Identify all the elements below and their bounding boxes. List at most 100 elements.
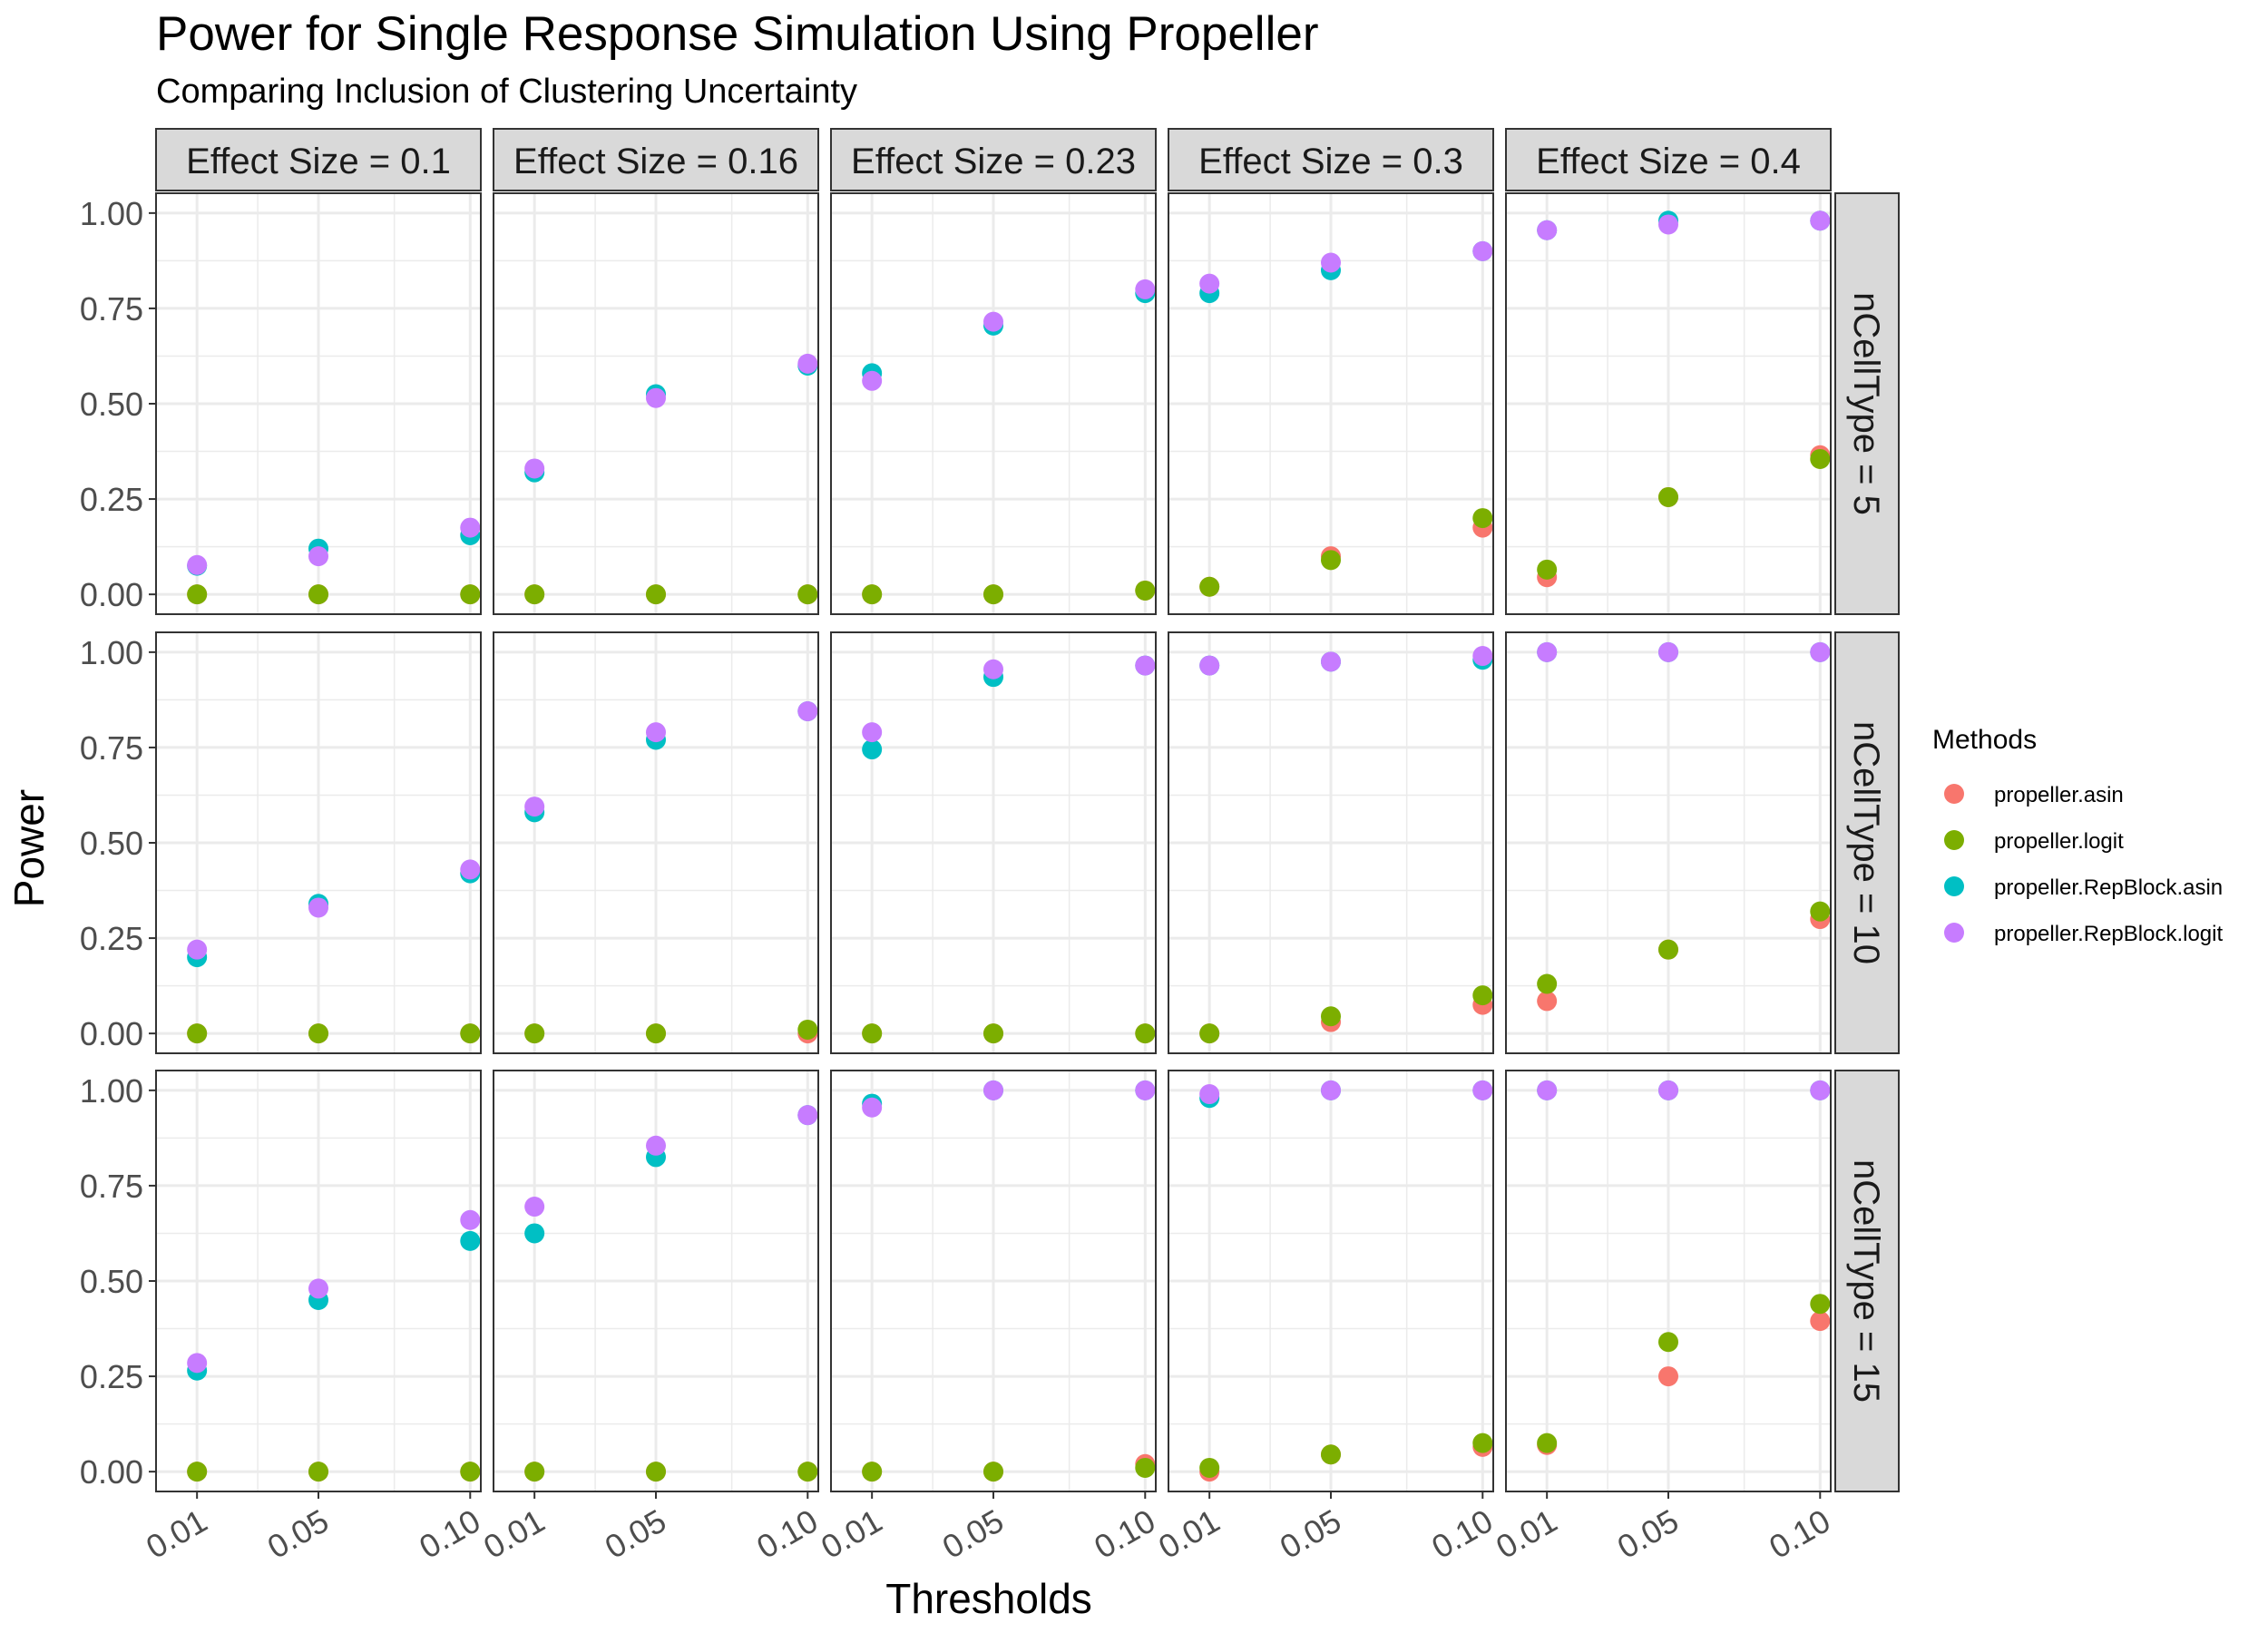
column-strip-background bbox=[155, 128, 482, 191]
data-point bbox=[1321, 252, 1341, 273]
y-tick-label: 1.00 bbox=[80, 195, 143, 232]
data-point bbox=[460, 1209, 481, 1230]
data-point bbox=[308, 546, 328, 567]
facet-panel bbox=[1505, 631, 1832, 1054]
facet-panel bbox=[493, 192, 819, 615]
chart-title: Power for Single Response Simulation Usi… bbox=[156, 7, 1318, 61]
data-point bbox=[1199, 655, 1220, 676]
column-strip-background bbox=[1168, 128, 1494, 191]
data-point bbox=[862, 739, 883, 760]
data-point bbox=[1472, 240, 1493, 261]
data-point bbox=[983, 1462, 1003, 1482]
column-strip: Effect Size = 0.1 bbox=[155, 128, 482, 191]
data-point bbox=[1810, 901, 1831, 922]
legend-label: propeller.RepBlock.logit bbox=[1994, 922, 2223, 946]
y-tick-label: 1.00 bbox=[80, 634, 143, 671]
legend-item: propeller.RepBlock.asin bbox=[1944, 875, 2223, 900]
panel-border bbox=[493, 631, 819, 1054]
facet-panel: 0.01 0.05 0.10 bbox=[477, 1070, 824, 1566]
data-point bbox=[646, 1135, 666, 1156]
column-strip: Effect Size = 0.4 bbox=[1505, 128, 1832, 191]
panel-border bbox=[830, 631, 1157, 1054]
legend: Methods propeller.asin propeller.logit pro… bbox=[1932, 725, 2223, 946]
data-point bbox=[797, 1019, 818, 1040]
data-point bbox=[1810, 1294, 1831, 1315]
y-tick-label: 0.25 bbox=[80, 920, 143, 957]
data-point bbox=[1658, 486, 1678, 507]
data-point bbox=[187, 939, 208, 960]
y-tick-label: 0.00 bbox=[80, 1453, 143, 1491]
data-point bbox=[1658, 939, 1678, 960]
panel-border bbox=[1168, 192, 1494, 615]
data-point bbox=[1537, 1433, 1558, 1453]
data-point bbox=[797, 584, 818, 605]
data-point bbox=[1472, 1433, 1493, 1453]
y-tick-label: 0.25 bbox=[80, 1358, 143, 1395]
data-point bbox=[308, 584, 328, 605]
data-point bbox=[1199, 273, 1220, 294]
facet-panel bbox=[1168, 631, 1494, 1054]
data-point bbox=[1537, 641, 1558, 662]
column-strip-background bbox=[830, 128, 1157, 191]
data-point bbox=[1810, 1311, 1831, 1332]
data-point bbox=[1537, 220, 1558, 240]
data-point bbox=[862, 1023, 883, 1044]
chart-subtitle: Comparing Inclusion of Clustering Uncert… bbox=[156, 73, 857, 111]
facet-panel bbox=[1168, 192, 1494, 615]
data-point bbox=[1321, 1444, 1341, 1465]
facet-panel bbox=[830, 631, 1157, 1054]
column-strip-background bbox=[493, 128, 819, 191]
data-point bbox=[862, 722, 883, 743]
panel-border bbox=[1505, 631, 1832, 1054]
legend-label: propeller.logit bbox=[1994, 829, 2124, 854]
data-point bbox=[1135, 1023, 1156, 1044]
data-point bbox=[524, 1197, 545, 1217]
row-strip: nCellType = 15 bbox=[1834, 1070, 1900, 1492]
data-point bbox=[646, 1023, 666, 1044]
data-point bbox=[862, 1097, 883, 1118]
data-point bbox=[1658, 214, 1678, 235]
facet-grid: Effect Size = 0.1 Effect Size = 0.16 Effec… bbox=[80, 128, 1900, 1566]
data-point bbox=[460, 859, 481, 880]
legend-key bbox=[1944, 876, 1964, 896]
data-point bbox=[983, 1023, 1003, 1044]
data-point bbox=[1135, 279, 1156, 299]
column-strip-background bbox=[1505, 128, 1832, 191]
data-point bbox=[983, 311, 1003, 332]
y-tick-label: 0.50 bbox=[80, 1263, 143, 1300]
column-strip-label: Effect Size = 0.23 bbox=[851, 142, 1136, 181]
legend-key bbox=[1944, 830, 1964, 850]
data-point bbox=[187, 1353, 208, 1374]
data-point bbox=[1658, 1332, 1678, 1353]
data-point bbox=[797, 353, 818, 374]
data-point bbox=[1537, 1080, 1558, 1100]
legend-key bbox=[1944, 784, 1964, 804]
data-point bbox=[1321, 1006, 1341, 1027]
data-point bbox=[797, 1105, 818, 1126]
data-point bbox=[983, 659, 1003, 680]
data-point bbox=[646, 1462, 666, 1482]
row-strip-background bbox=[1834, 1070, 1900, 1492]
column-strip-label: Effect Size = 0.3 bbox=[1198, 142, 1463, 181]
data-point bbox=[460, 1230, 481, 1251]
data-point bbox=[1321, 550, 1341, 571]
y-tick-label: 0.75 bbox=[80, 290, 143, 328]
y-tick-label: 0.50 bbox=[80, 825, 143, 862]
facet-panel: 0.00 0.25 0.50 0.75 1.00 bbox=[80, 631, 482, 1054]
data-point bbox=[1199, 1457, 1220, 1478]
data-point bbox=[524, 1462, 545, 1482]
legend-label: propeller.RepBlock.asin bbox=[1994, 875, 2223, 900]
data-point bbox=[460, 517, 481, 538]
legend-label: propeller.asin bbox=[1994, 783, 2124, 807]
data-point bbox=[308, 1023, 328, 1044]
data-point bbox=[524, 1023, 545, 1044]
y-tick-label: 0.50 bbox=[80, 386, 143, 423]
data-point bbox=[308, 897, 328, 918]
data-point bbox=[862, 584, 883, 605]
y-tick-label: 0.75 bbox=[80, 1168, 143, 1205]
panel-border bbox=[1168, 631, 1494, 1054]
data-point bbox=[1472, 646, 1493, 667]
data-point bbox=[646, 387, 666, 408]
data-point bbox=[862, 370, 883, 391]
data-point bbox=[1810, 448, 1831, 469]
